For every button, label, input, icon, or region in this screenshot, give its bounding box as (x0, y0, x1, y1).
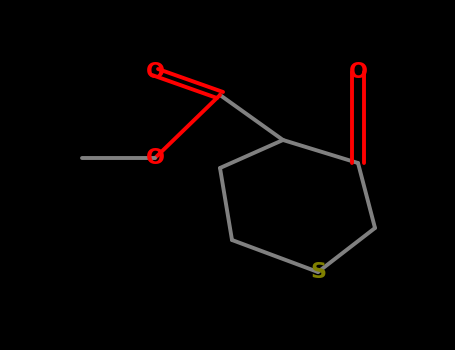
Text: O: O (146, 148, 165, 168)
Text: O: O (146, 62, 165, 82)
Text: O: O (349, 62, 368, 82)
Text: S: S (310, 262, 326, 282)
